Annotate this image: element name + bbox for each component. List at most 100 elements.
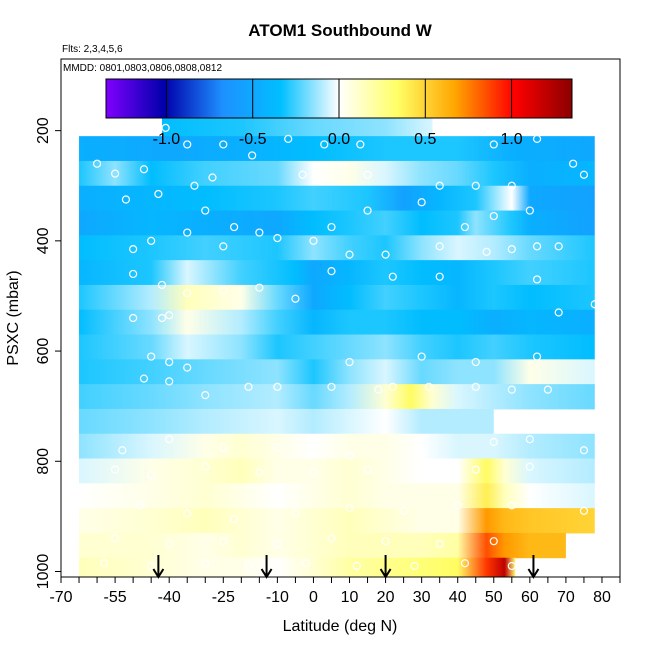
sample-point <box>139 165 149 174</box>
sample-points <box>64 112 607 571</box>
sample-point <box>471 357 480 367</box>
sample-point <box>64 385 73 394</box>
sample-point <box>121 195 131 204</box>
sample-point <box>219 242 228 251</box>
sample-point <box>147 470 156 480</box>
sample-point <box>320 140 329 149</box>
sample-point <box>417 470 426 480</box>
sample-point <box>532 275 542 284</box>
sample-point <box>363 206 372 215</box>
heatmap-row <box>79 136 595 162</box>
heatmap-row <box>79 210 595 236</box>
colorbar-tick-label: 1.0 <box>500 131 522 148</box>
sample-point <box>507 561 516 571</box>
x-tick-label: -40 <box>158 589 181 606</box>
sample-point <box>345 451 354 460</box>
sample-point <box>244 382 253 391</box>
sample-point <box>136 501 145 510</box>
sample-point <box>302 559 311 568</box>
sample-point <box>525 435 534 444</box>
sample-point <box>219 443 228 452</box>
sample-point <box>110 534 120 543</box>
sample-point <box>327 222 336 232</box>
heatmap-row <box>79 408 494 435</box>
sample-point <box>165 311 174 320</box>
sample-point <box>507 385 516 394</box>
heatmap-row <box>79 235 595 261</box>
x-tick-label: -10 <box>266 589 289 606</box>
sample-point <box>579 170 589 179</box>
sample-point <box>139 374 149 383</box>
heatmap-row <box>79 483 595 509</box>
sample-point <box>417 448 426 458</box>
y-axis: 200 400 600 800 1000 <box>35 117 61 589</box>
sample-point <box>489 140 498 149</box>
sample-point <box>410 561 419 571</box>
colorbar: -1.0 -0.5 0.0 0.5 1.0 <box>105 78 573 148</box>
heatmap <box>79 111 595 577</box>
sample-point <box>157 313 167 323</box>
sample-point <box>183 509 192 518</box>
sample-point <box>100 559 109 568</box>
y-axis-label: PSXC (mbar) <box>5 270 22 365</box>
heatmap-row <box>79 260 595 286</box>
sample-point <box>345 250 354 259</box>
sample-point <box>525 462 534 471</box>
x-tick-label: 70 <box>557 589 575 606</box>
flights-label: Flts: 2,3,4,5,6 <box>62 44 123 55</box>
sample-point <box>183 363 192 372</box>
sample-point <box>388 382 397 391</box>
sample-point <box>183 140 192 149</box>
sample-point <box>590 300 599 309</box>
heatmap-row <box>79 508 595 534</box>
sample-point <box>255 283 264 292</box>
sample-point <box>147 236 156 245</box>
sample-point <box>248 151 257 160</box>
sample-point <box>507 245 516 254</box>
sample-point <box>255 228 264 237</box>
y-tick-label: 400 <box>35 227 52 254</box>
sample-point <box>129 245 138 254</box>
colorbar-tick-label: 0.0 <box>328 131 350 148</box>
sample-point <box>352 561 361 571</box>
sample-point <box>129 269 138 279</box>
sample-point <box>327 534 336 543</box>
sample-point <box>219 286 228 295</box>
sample-point <box>165 539 174 549</box>
sample-point <box>291 294 300 303</box>
sample-point <box>190 181 199 190</box>
sample-point <box>579 506 589 515</box>
sample-point <box>147 561 156 571</box>
sample-point <box>201 559 210 568</box>
sample-point <box>345 357 354 367</box>
sample-point <box>273 443 282 452</box>
sample-point <box>525 206 534 215</box>
sample-point <box>165 377 174 386</box>
plot-frame <box>60 58 621 578</box>
x-tick-label: -70 <box>49 589 72 606</box>
sample-point <box>399 506 408 515</box>
sample-point <box>532 559 542 568</box>
sample-point <box>208 173 217 182</box>
sample-point <box>327 267 336 276</box>
sample-point <box>460 222 470 232</box>
x-tick-label: 0 <box>309 589 318 606</box>
sample-point <box>424 382 433 391</box>
sample-point <box>273 233 282 243</box>
sample-point <box>532 242 542 251</box>
sample-point <box>273 382 282 391</box>
sample-point <box>435 181 444 190</box>
heatmap-row <box>79 284 595 311</box>
colorbar-tick-label: -1.0 <box>153 131 181 148</box>
sample-point <box>453 501 462 510</box>
y-tick-label: 600 <box>35 338 52 365</box>
sample-point <box>435 242 444 251</box>
dates-label: MMDD: 0801,0803,0806,0808,0812 <box>63 63 222 74</box>
sample-point <box>532 352 542 361</box>
sample-point <box>230 222 239 232</box>
colorbar-ticks: -1.0 -0.5 0.0 0.5 1.0 <box>153 79 523 148</box>
sample-point <box>417 352 426 361</box>
sample-point <box>230 515 239 524</box>
sample-point <box>338 162 347 171</box>
